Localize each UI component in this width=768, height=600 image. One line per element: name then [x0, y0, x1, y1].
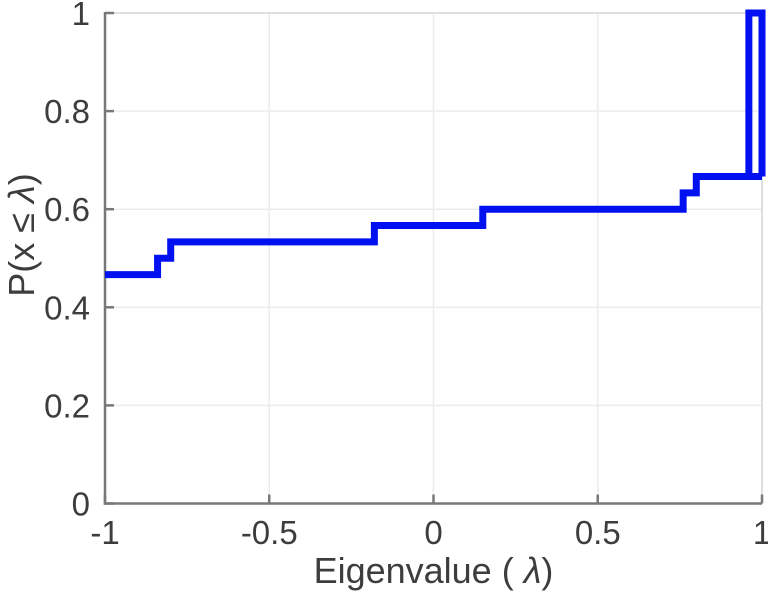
- ecdf-final-spike-path: [745, 9, 766, 177]
- x-tick-label: 0: [424, 514, 442, 551]
- lambda-symbol: λ: [1, 185, 42, 203]
- x-axis-label-suffix: ): [541, 550, 554, 591]
- gridlines: [104, 12, 763, 505]
- ecdf-line: [105, 9, 766, 279]
- y-tick-label: 0.6: [44, 191, 90, 228]
- ecdf-staircase-path: [105, 172, 762, 279]
- x-tick-label: 0.5: [575, 514, 621, 551]
- y-tick-label: 1: [72, 0, 90, 32]
- y-tick-label: 0.2: [44, 387, 90, 424]
- x-axis-label: Eigenvalue ( λ): [105, 553, 762, 589]
- y-tick-label: 0: [72, 486, 90, 523]
- y-axis-label-suffix: ): [1, 173, 42, 186]
- x-tick-label: -1: [90, 514, 119, 551]
- x-tick-label: 1: [753, 514, 768, 551]
- x-axis-label-text: Eigenvalue (: [313, 550, 524, 591]
- lambda-symbol: λ: [523, 550, 542, 591]
- tick-labels: -1 -0.5 0 0.5 1 0 0.2 0.4 0.6 0.8 1: [44, 0, 768, 551]
- x-tick-label: -0.5: [241, 514, 298, 551]
- y-axis-label: P(x ≤ λ): [1, 173, 42, 297]
- y-axis-label-text: P(x ≤: [1, 202, 42, 297]
- y-tick-label: 0.4: [44, 289, 90, 326]
- axis-ticks: [103, 11, 764, 505]
- y-tick-label: 0.8: [44, 93, 90, 130]
